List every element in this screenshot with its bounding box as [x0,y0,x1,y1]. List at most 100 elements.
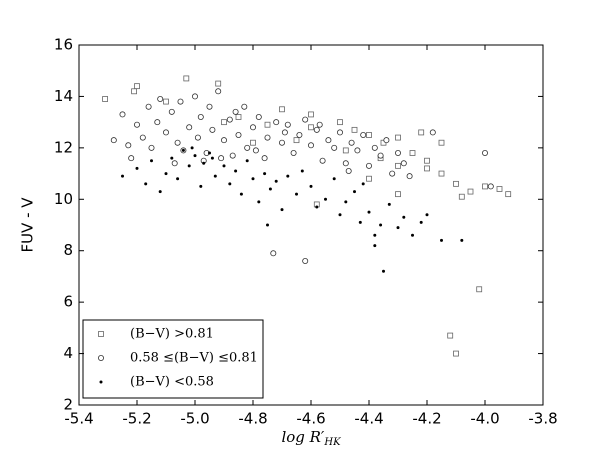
square-point [453,350,459,357]
square-point [467,188,474,195]
dot-point [266,223,269,227]
dot-point [373,233,377,237]
x-axis-label: log R′HK [281,428,341,448]
circle-point [197,114,204,121]
square-point [293,137,300,144]
square-point [458,193,465,200]
square-point [264,121,271,128]
square-point [395,134,401,141]
x-tick-label: -5.0 [180,410,209,428]
legend-label: (B−V) >0.81 [130,327,214,342]
dot-point [358,220,362,224]
circle-point [125,142,132,149]
x-label-sub: HK [323,437,341,448]
circle-point [191,93,198,100]
y-tick-label: 12 [54,138,73,156]
square-point [102,96,108,102]
legend-marker [99,380,103,384]
y-axis-label: FUV - V [19,197,37,253]
dot-point [187,164,191,168]
square-point [235,114,242,120]
dot-point [121,174,124,178]
circle-point [148,144,155,151]
circle-point [406,173,413,180]
legend: (B−V) >0.81 0.58 ≤(B−V) ≤0.81 (B−V) <0.58 [82,319,264,399]
x-tick-label: -4.2 [412,410,441,428]
circle-point [220,137,227,144]
circle-point [206,103,213,110]
circle-point [348,139,355,146]
square-point [476,286,483,293]
circle-point [365,162,372,169]
circle-point [177,98,184,105]
circle-point [290,149,297,156]
circle-point [371,144,378,151]
x-tick-label: -3.8 [528,410,557,428]
square-point [366,175,372,182]
dot-point [382,269,385,273]
square-point [308,124,314,131]
y-tick-label: 6 [63,293,73,311]
legend-marker [98,331,104,337]
legend-label: 0.58 ≤(B−V) ≤0.81 [130,351,258,366]
dot-point [315,205,319,209]
circle-point [194,134,201,141]
square-point [438,170,445,177]
square-point [482,183,488,190]
dot-point [419,220,423,224]
dot-point [234,169,238,173]
circle-point [252,147,259,154]
square-point [453,180,459,187]
y-tick-label: 14 [54,87,73,105]
dot-point [295,192,298,196]
circle-point [119,111,126,118]
circle-point [186,124,193,131]
dot-point [263,172,267,176]
dot-point [181,148,185,152]
dot-point [460,238,464,242]
circle-point [487,183,494,190]
x-tick-label: -4.4 [354,410,383,428]
dot-point [332,177,336,181]
y-tick-label: 8 [63,241,73,259]
circle-point [429,129,436,136]
dot-point [210,156,214,160]
dot-point [344,200,348,204]
dot-point [286,174,290,178]
square-point [351,126,358,133]
circle-point [110,137,117,144]
square-point [409,150,416,156]
circle-point [157,96,164,103]
circle-point [209,126,216,133]
circle-point [313,126,320,133]
circle-point [154,119,161,126]
dot-point [268,187,272,191]
circle-point [394,149,401,156]
square-point [447,332,454,339]
square-point [418,129,425,136]
circle-point [270,250,277,257]
legend-label: (B−V) <0.58 [130,375,214,390]
dot-point [193,154,197,158]
x-tick-label: -5.4 [64,410,93,428]
circle-point [284,121,291,128]
circle-point [235,131,242,138]
dot-point [164,172,168,176]
dot-point [353,190,356,194]
circle-point [139,134,146,141]
circle-point [215,88,222,95]
dot-point [199,184,203,188]
circle-point [241,103,248,110]
circle-point [273,119,280,126]
circle-point [302,257,309,264]
dot-point [338,213,342,217]
circle-point [168,108,175,115]
circle-point [229,152,236,159]
circle-point [133,121,140,128]
x-label-base: log R′ [281,428,324,446]
square-point [183,75,190,82]
dot-point [257,200,261,204]
dot-point [309,184,313,188]
square-point [221,119,227,126]
square-point [424,165,430,172]
